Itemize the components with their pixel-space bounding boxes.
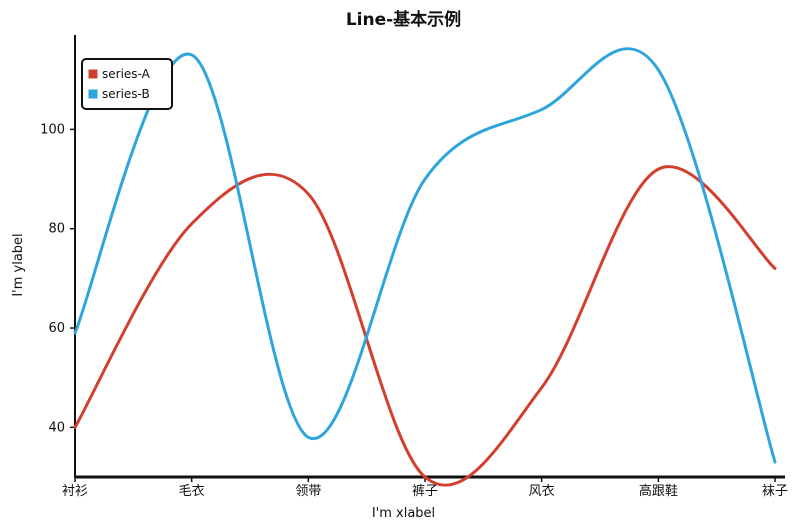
- x-tick-label: 风衣: [529, 483, 555, 499]
- x-tick-label: 衬衫: [62, 484, 88, 499]
- y-axis-label: I'm ylabel: [11, 233, 26, 296]
- legend: series-A series-B: [81, 58, 173, 110]
- legend-box: [81, 58, 173, 110]
- legend-swatch: [88, 69, 98, 79]
- y-tick-label: 40: [48, 420, 65, 435]
- x-tick-label: 高跟鞋: [639, 483, 678, 499]
- series-line-a: [73, 165, 777, 487]
- legend-label: series-B: [102, 87, 150, 101]
- y-tick-label: 80: [48, 222, 65, 237]
- series-lines: [73, 47, 777, 487]
- y-tick-label: 100: [40, 122, 65, 137]
- legend-swatch: [88, 89, 98, 99]
- x-tick-label: 领带: [295, 484, 321, 499]
- x-tick-label: 裤子: [412, 484, 438, 499]
- y-tick-label: 60: [48, 321, 65, 336]
- chart-title: Line-基本示例: [346, 9, 461, 30]
- x-axis-label: I'm xlabel: [372, 506, 435, 521]
- x-tick-label: 毛衣: [179, 483, 205, 499]
- series-line-b: [73, 47, 777, 464]
- axes: 衬衫 毛衣 领带 裤子 风衣 高跟鞋 袜子 40 60 80 100: [40, 35, 788, 499]
- legend-label: series-A: [102, 67, 151, 81]
- x-tick-label: 袜子: [762, 484, 788, 499]
